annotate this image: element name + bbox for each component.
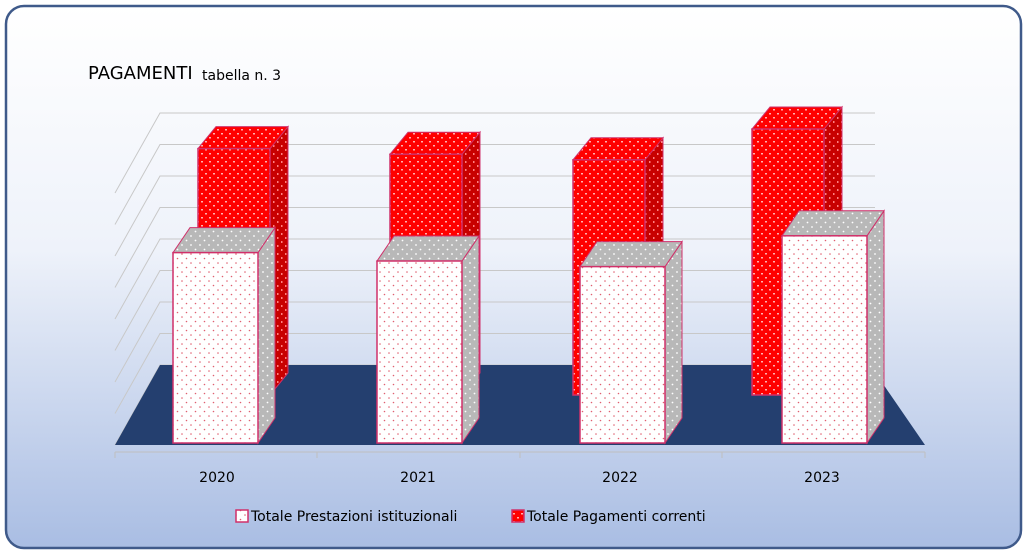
- legend-label: Totale Prestazioni istituzionali: [250, 509, 457, 525]
- bar-front-top: [376, 235, 480, 262]
- x-tick-label: 2023: [804, 470, 840, 486]
- bar-front: [172, 225, 276, 445]
- legend-label: Totale Pagamenti correnti: [526, 509, 706, 525]
- bar-front-top: [781, 210, 885, 237]
- chart-subtitle: tabella n. 3: [202, 68, 281, 84]
- bar-front-side: [664, 239, 683, 445]
- x-tick-label: 2022: [602, 470, 638, 486]
- bar-front-side: [257, 225, 276, 445]
- chart-title: PAGAMENTI: [88, 63, 193, 84]
- bar-front-front: [579, 265, 666, 444]
- bar-front: [376, 234, 480, 445]
- bar-front-side: [461, 234, 480, 445]
- legend-marker: [235, 509, 249, 523]
- grid-line: [114, 112, 875, 194]
- bar-front: [781, 209, 885, 445]
- bar-front-front: [781, 235, 868, 444]
- bar-front-side: [866, 209, 885, 445]
- bar-front-front: [376, 260, 463, 444]
- bar-front-top: [172, 227, 276, 254]
- x-tick-label: 2020: [199, 470, 235, 486]
- bar-front-top: [579, 241, 683, 268]
- bar-front: [579, 239, 683, 445]
- bar-front-front: [172, 251, 259, 444]
- x-tick-label: 2021: [400, 470, 436, 486]
- legend-marker: [511, 509, 525, 523]
- floor: [115, 365, 925, 445]
